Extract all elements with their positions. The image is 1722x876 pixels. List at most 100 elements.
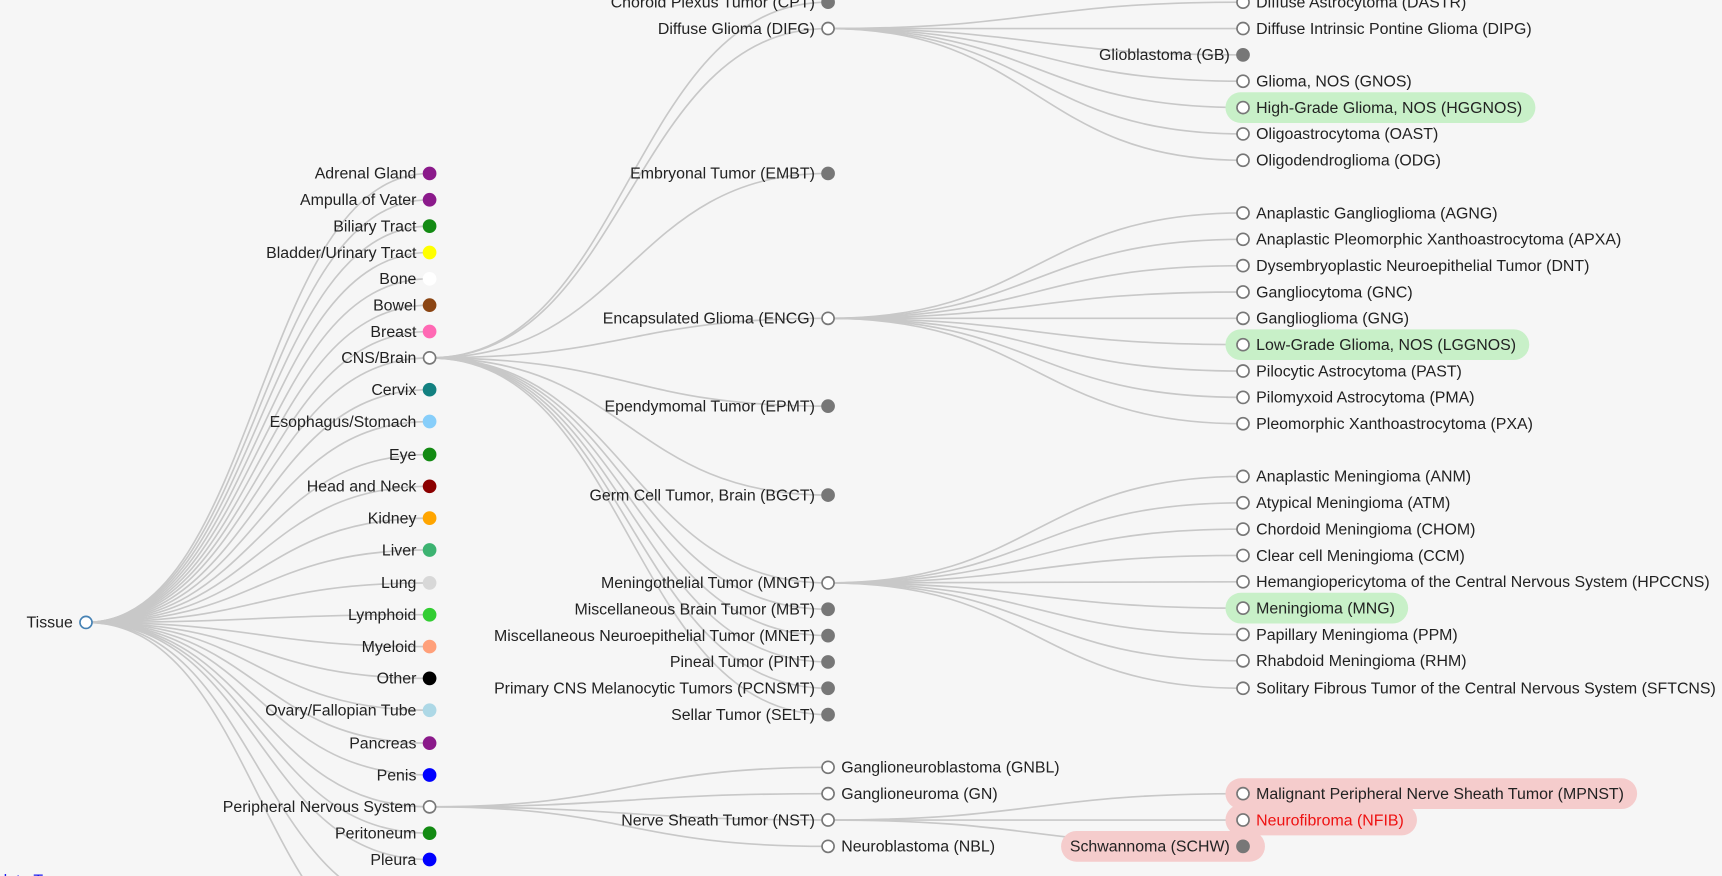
node-label[interactable]: Cervix: [371, 382, 416, 399]
node-circle[interactable]: [821, 311, 835, 326]
node-label[interactable]: Tissue: [27, 615, 73, 632]
node-circle[interactable]: [1236, 786, 1250, 801]
node-circle[interactable]: [1236, 469, 1250, 484]
node-circle[interactable]: [821, 576, 835, 590]
node-label[interactable]: Sellar Tumor (SELT): [671, 707, 815, 724]
node-label[interactable]: Clear cell Meningioma (CCM): [1256, 548, 1465, 565]
node-label[interactable]: Ampulla of Vater: [300, 192, 417, 209]
node-circle[interactable]: [821, 786, 835, 801]
node-label[interactable]: Bowel: [373, 297, 416, 314]
node-label[interactable]: Head and Neck: [307, 479, 417, 496]
node-label[interactable]: Peripheral Nervous System: [223, 799, 417, 816]
node-label[interactable]: Diffuse Glioma (DIFG): [658, 21, 815, 38]
node-circle[interactable]: [1236, 390, 1250, 405]
node-circle[interactable]: [821, 399, 835, 414]
node-label[interactable]: Bladder/Urinary Tract: [266, 245, 417, 262]
node-label[interactable]: Neurofibroma (NFIB): [1256, 812, 1404, 829]
node-label[interactable]: Neuroblastoma (NBL): [841, 839, 995, 856]
node-label[interactable]: Pilomyxoid Astrocytoma (PMA): [1256, 390, 1474, 407]
node-label[interactable]: Biliary Tract: [333, 218, 417, 235]
node-label[interactable]: Anaplastic Meningioma (ANM): [1256, 469, 1471, 486]
node-circle[interactable]: [821, 0, 835, 10]
node-label[interactable]: Low-Grade Glioma, NOS (LGGNOS): [1256, 337, 1516, 354]
node-circle[interactable]: [422, 271, 437, 286]
node-label[interactable]: Pineal Tumor (PINT): [670, 654, 815, 671]
node-label[interactable]: Oligoastrocytoma (OAST): [1256, 126, 1438, 143]
node-label[interactable]: Nerve Sheath Tumor (NST): [621, 812, 815, 829]
node-label[interactable]: Encapsulated Glioma (ENCG): [603, 311, 815, 328]
node-circle[interactable]: [422, 826, 437, 841]
node-label[interactable]: Eye: [389, 447, 417, 464]
node-label[interactable]: Atypical Meningioma (ATM): [1256, 495, 1450, 512]
node-circle[interactable]: [1236, 653, 1250, 668]
node-circle[interactable]: [422, 166, 437, 181]
node-circle[interactable]: [1236, 0, 1250, 10]
node-circle[interactable]: [422, 298, 437, 313]
node-circle[interactable]: [1236, 127, 1250, 141]
node-label[interactable]: High-Grade Glioma, NOS (HGGNOS): [1256, 100, 1522, 117]
node-label[interactable]: Malignant Peripheral Nerve Sheath Tumor …: [1256, 786, 1624, 803]
node-circle[interactable]: [821, 628, 835, 643]
node-label[interactable]: Germ Cell Tumor, Brain (BGCT): [590, 487, 815, 504]
node-label[interactable]: Miscellaneous Brain Tumor (MBT): [574, 602, 814, 619]
node-label[interactable]: Dysembryoplastic Neuroepithelial Tumor (…: [1256, 258, 1589, 275]
node-circle[interactable]: [821, 813, 835, 827]
node-circle[interactable]: [1236, 839, 1250, 854]
node-label[interactable]: CNS/Brain: [341, 350, 416, 367]
node-label[interactable]: Pilocytic Astrocytoma (PAST): [1256, 363, 1462, 380]
node-circle[interactable]: [1236, 416, 1250, 431]
node-circle[interactable]: [821, 166, 835, 181]
node-circle[interactable]: [422, 351, 437, 365]
node-circle[interactable]: [1236, 100, 1250, 115]
node-label[interactable]: Meningioma (MNG): [1256, 600, 1395, 617]
node-circle[interactable]: [422, 543, 437, 557]
node-label[interactable]: Other: [377, 671, 417, 688]
node-label[interactable]: Gangliocytoma (GNC): [1256, 284, 1412, 301]
node-label[interactable]: Pancreas: [349, 735, 416, 752]
node-circle[interactable]: [1236, 601, 1250, 616]
node-label[interactable]: Ovary/Fallopian Tube: [265, 703, 416, 720]
node-label[interactable]: Liver: [382, 542, 417, 559]
node-circle[interactable]: [1236, 74, 1250, 89]
node-circle[interactable]: [1236, 337, 1250, 352]
node-label[interactable]: Anaplastic Ganglioglioma (AGNG): [1256, 205, 1497, 222]
node-circle[interactable]: [422, 324, 437, 339]
node-circle[interactable]: [1236, 21, 1250, 36]
node-circle[interactable]: [422, 245, 437, 260]
node-label[interactable]: Pleomorphic Xanthoastrocytoma (PXA): [1256, 416, 1533, 433]
node-label[interactable]: Penis: [377, 767, 417, 784]
node-label[interactable]: Ependymomal Tumor (EPMT): [605, 398, 815, 415]
node-circle[interactable]: [1236, 153, 1250, 168]
node-circle[interactable]: [821, 655, 835, 669]
node-circle[interactable]: [422, 576, 437, 590]
node-label[interactable]: Pleura: [370, 852, 416, 869]
node-label[interactable]: Rhabdoid Meningioma (RHM): [1256, 653, 1466, 670]
node-label[interactable]: Miscellaneous Neuroepithelial Tumor (MNE…: [494, 628, 815, 645]
node-label[interactable]: Bone: [379, 271, 416, 288]
node-label[interactable]: Anaplastic Pleomorphic Xanthoastrocytoma…: [1256, 232, 1621, 249]
node-circle[interactable]: [422, 382, 437, 397]
node-label[interactable]: Ganglioneuroma (GN): [841, 786, 997, 803]
node-circle[interactable]: [422, 219, 437, 233]
node-label[interactable]: Ganglioneuroblastoma (GNBL): [841, 760, 1059, 777]
node-label[interactable]: Meningothelial Tumor (MNGT): [601, 575, 815, 592]
node-label[interactable]: Schwannoma (SCHW): [1070, 839, 1230, 856]
node-circle[interactable]: [422, 799, 437, 814]
node-circle[interactable]: [422, 414, 437, 429]
node-label[interactable]: Peritoneum: [335, 825, 416, 842]
node-label[interactable]: Choroid Plexus Tumor (CPT): [611, 0, 815, 11]
node-label[interactable]: Primary CNS Melanocytic Tumors (PCNSMT): [494, 681, 815, 698]
node-circle[interactable]: [1236, 627, 1250, 642]
node-label[interactable]: Lymphoid: [348, 607, 416, 624]
node-label[interactable]: Ganglioglioma (GNG): [1256, 311, 1409, 328]
node-label[interactable]: Solitary Fibrous Tumor of the Central Ne…: [1256, 681, 1716, 698]
node-label[interactable]: Diffuse Astrocytoma (DASTR): [1256, 0, 1466, 11]
node-label[interactable]: Kidney: [368, 510, 417, 527]
node-circle[interactable]: [821, 602, 835, 617]
node-label[interactable]: Glioma, NOS (GNOS): [1256, 74, 1412, 91]
node-label[interactable]: Esophagus/Stomach: [270, 414, 417, 431]
node-circle[interactable]: [422, 703, 437, 718]
node-circle[interactable]: [1236, 364, 1250, 378]
node-circle[interactable]: [79, 615, 93, 630]
node-circle[interactable]: [422, 607, 437, 622]
